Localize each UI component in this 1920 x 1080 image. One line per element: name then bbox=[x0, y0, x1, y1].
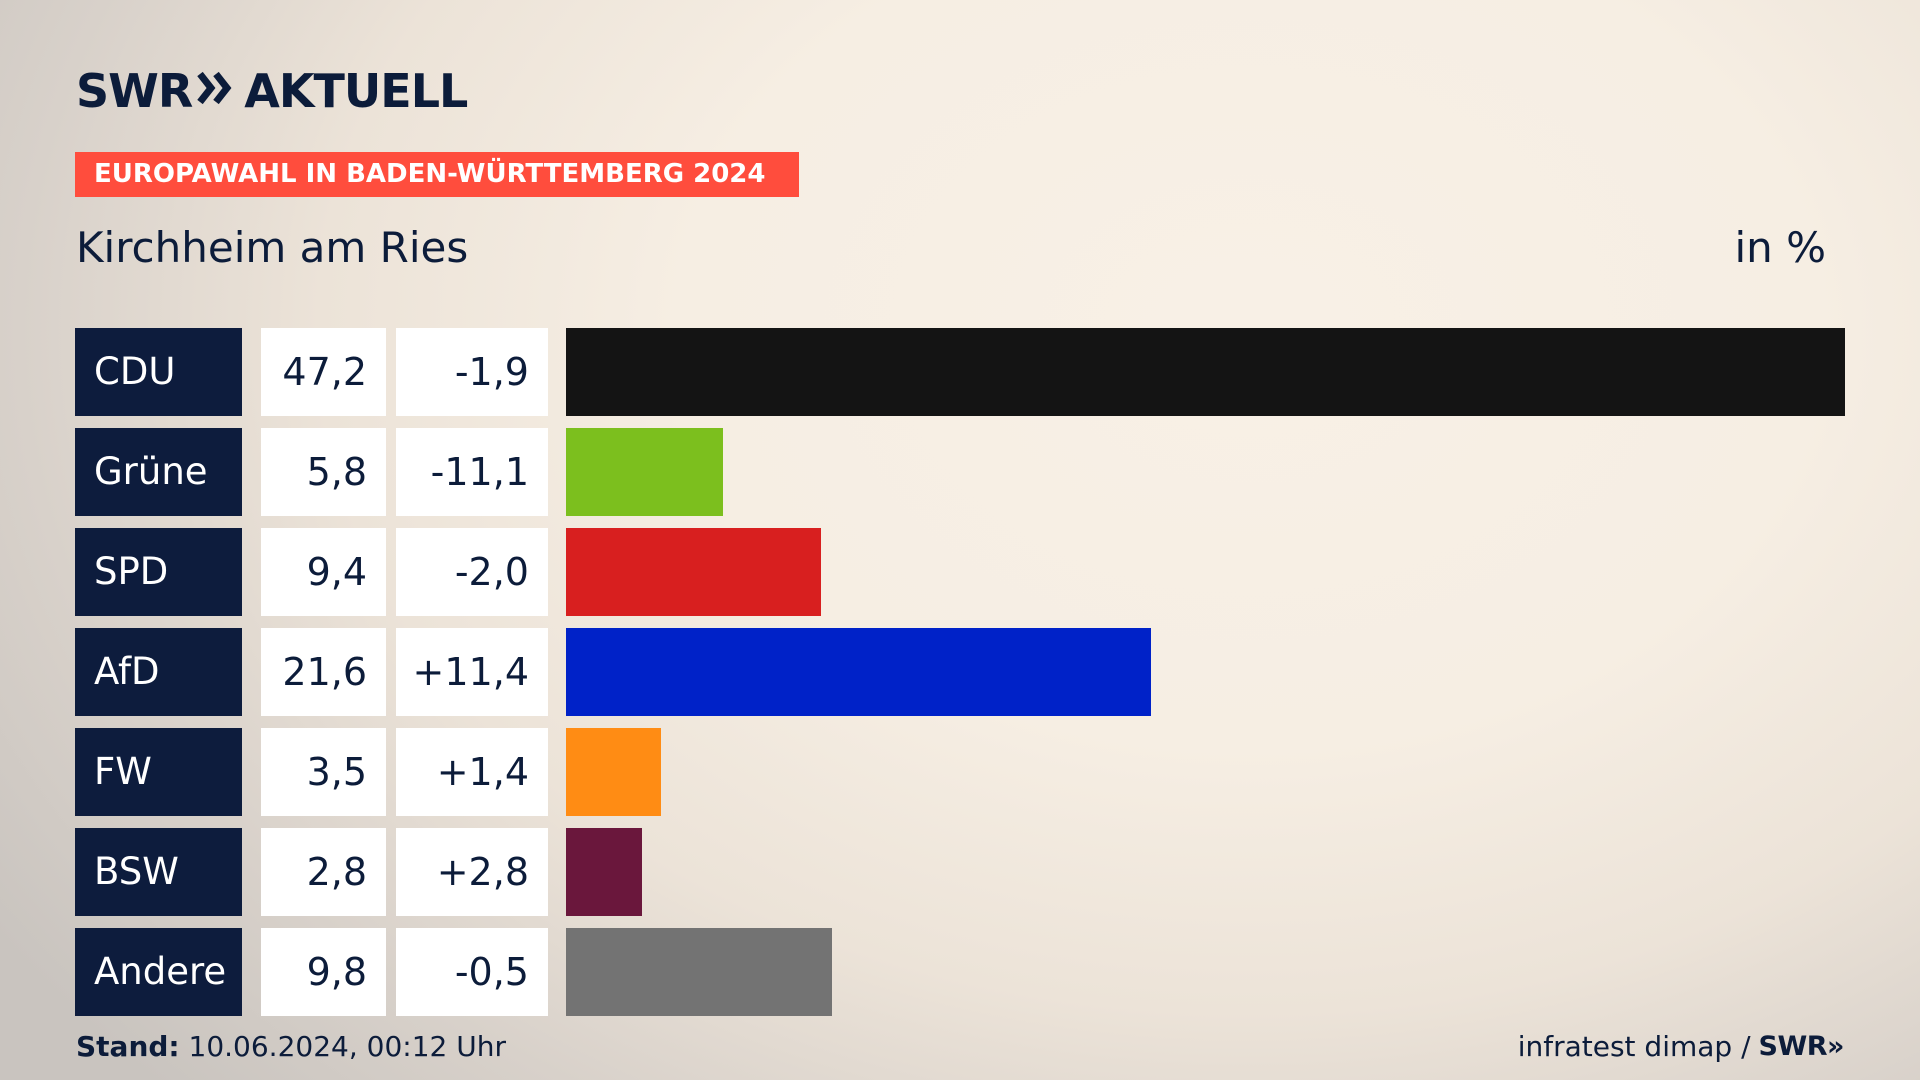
source-text: infratest dimap / bbox=[1517, 1030, 1751, 1063]
logo-aktuell-text: AKTUELL bbox=[244, 64, 468, 118]
vote-share-bar bbox=[566, 728, 661, 816]
stand-value: 10.06.2024, 00:12 Uhr bbox=[179, 1030, 506, 1063]
vote-change-value: +1,4 bbox=[396, 728, 548, 816]
party-label: CDU bbox=[75, 328, 242, 416]
vote-change-value: -0,5 bbox=[396, 928, 548, 1016]
party-label: FW bbox=[75, 728, 242, 816]
party-label: SPD bbox=[75, 528, 242, 616]
vote-share-value: 47,2 bbox=[261, 328, 386, 416]
vote-change-value: -1,9 bbox=[396, 328, 548, 416]
result-row: AfD 21,6 +11,4 bbox=[75, 628, 1845, 716]
source-brand: SWR» bbox=[1758, 1031, 1845, 1062]
double-chevron-icon bbox=[196, 68, 234, 114]
stand-label: Stand: bbox=[76, 1030, 180, 1063]
swr-aktuell-logo: SWR AKTUELL bbox=[76, 64, 468, 118]
party-label: Grüne bbox=[75, 428, 242, 516]
vote-share-value: 9,8 bbox=[261, 928, 386, 1016]
source-credit: infratest dimap / SWR» bbox=[1517, 1028, 1845, 1066]
vote-share-value: 2,8 bbox=[261, 828, 386, 916]
vote-share-bar bbox=[566, 328, 1845, 416]
result-row: Grüne 5,8 -11,1 bbox=[75, 428, 1845, 516]
party-label: BSW bbox=[75, 828, 242, 916]
logo-swr-text: SWR bbox=[76, 64, 193, 118]
result-row: CDU 47,2 -1,9 bbox=[75, 328, 1845, 416]
vote-share-bar bbox=[566, 428, 723, 516]
vote-change-value: -2,0 bbox=[396, 528, 548, 616]
vote-share-value: 5,8 bbox=[261, 428, 386, 516]
result-row: Andere 9,8 -0,5 bbox=[75, 928, 1845, 1016]
vote-share-bar bbox=[566, 628, 1151, 716]
party-label: Andere bbox=[75, 928, 242, 1016]
location-title: Kirchheim am Ries bbox=[76, 223, 469, 272]
vote-share-bar bbox=[566, 828, 642, 916]
vote-share-bar bbox=[566, 928, 832, 1016]
unit-label: in % bbox=[1734, 223, 1826, 272]
timestamp: Stand: 10.06.2024, 00:12 Uhr bbox=[76, 1028, 506, 1066]
result-row: SPD 9,4 -2,0 bbox=[75, 528, 1845, 616]
vote-share-value: 3,5 bbox=[261, 728, 386, 816]
event-banner: EUROPAWAHL IN BADEN-WÜRTTEMBERG 2024 bbox=[75, 152, 799, 197]
vote-share-value: 21,6 bbox=[261, 628, 386, 716]
results-chart: CDU 47,2 -1,9 Grüne 5,8 -11,1 SPD 9,4 -2,0 AfD 21,… bbox=[75, 328, 1845, 1028]
vote-share-bar bbox=[566, 528, 821, 616]
vote-share-value: 9,4 bbox=[261, 528, 386, 616]
vote-change-value: +11,4 bbox=[396, 628, 548, 716]
party-label: AfD bbox=[75, 628, 242, 716]
result-row: FW 3,5 +1,4 bbox=[75, 728, 1845, 816]
vote-change-value: +2,8 bbox=[396, 828, 548, 916]
vote-change-value: -11,1 bbox=[396, 428, 548, 516]
result-row: BSW 2,8 +2,8 bbox=[75, 828, 1845, 916]
